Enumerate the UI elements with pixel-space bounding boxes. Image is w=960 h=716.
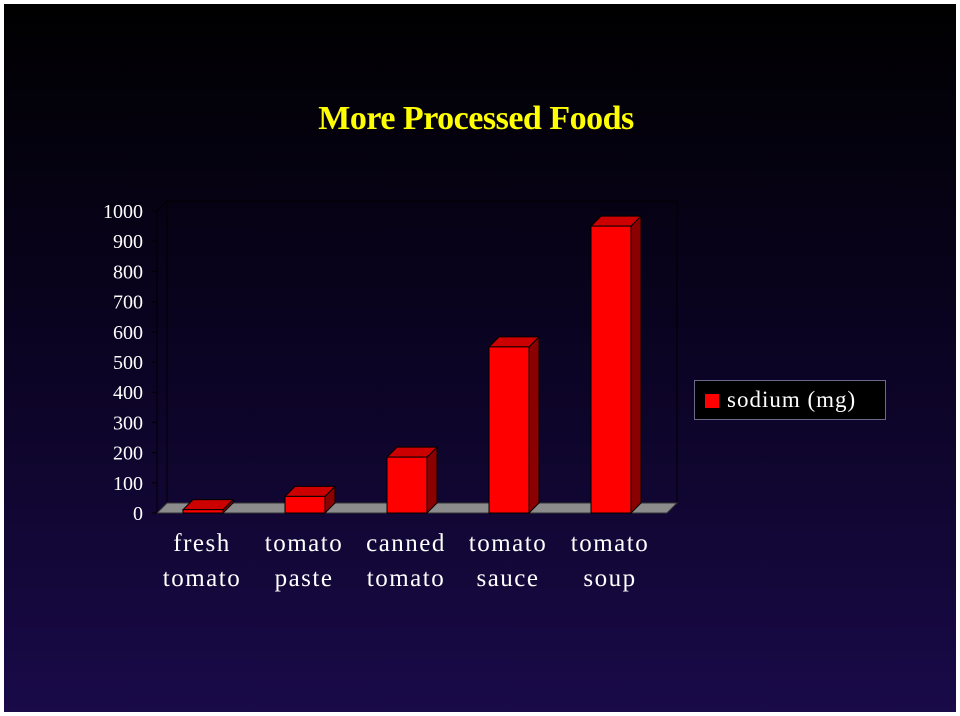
x-tick-label: tomato [571, 530, 649, 557]
legend: sodium (mg) [694, 380, 886, 420]
y-tick-label: 500 [113, 352, 143, 374]
bar-side [426, 445, 438, 515]
x-tick-label: tomato [367, 565, 445, 592]
y-tick-label: 100 [113, 473, 143, 495]
x-tick-label: soup [583, 565, 636, 592]
x-tick-label: sauce [476, 565, 539, 592]
y-tick-label: 200 [113, 443, 143, 465]
chart-title: More Processed Foods [318, 100, 634, 137]
y-tick-label: 600 [113, 322, 143, 344]
bar [488, 346, 530, 514]
legend-label: sodium (mg) [727, 387, 857, 412]
y-tick-label: 700 [113, 292, 143, 314]
y-tick-label: 0 [133, 503, 143, 525]
y-tick-label: 300 [113, 412, 143, 434]
x-tick-label: fresh [173, 530, 230, 557]
x-tick-label: tomato [469, 530, 547, 557]
bar [284, 495, 326, 514]
y-tick-label: 400 [113, 382, 143, 404]
x-tick-label: tomato [265, 530, 343, 557]
bar-side [528, 335, 540, 515]
legend-swatch [705, 394, 719, 408]
y-tick-label: 900 [113, 231, 143, 253]
bar-side [630, 214, 642, 515]
bar [386, 456, 428, 514]
y-tick-label: 1000 [103, 201, 143, 223]
x-tick-label: tomato [163, 565, 241, 592]
slide-background [4, 4, 956, 712]
x-tick-label: canned [366, 530, 446, 557]
bar [182, 509, 224, 514]
y-tick-label: 800 [113, 261, 143, 283]
x-tick-label: paste [275, 565, 334, 592]
bar [590, 225, 632, 514]
